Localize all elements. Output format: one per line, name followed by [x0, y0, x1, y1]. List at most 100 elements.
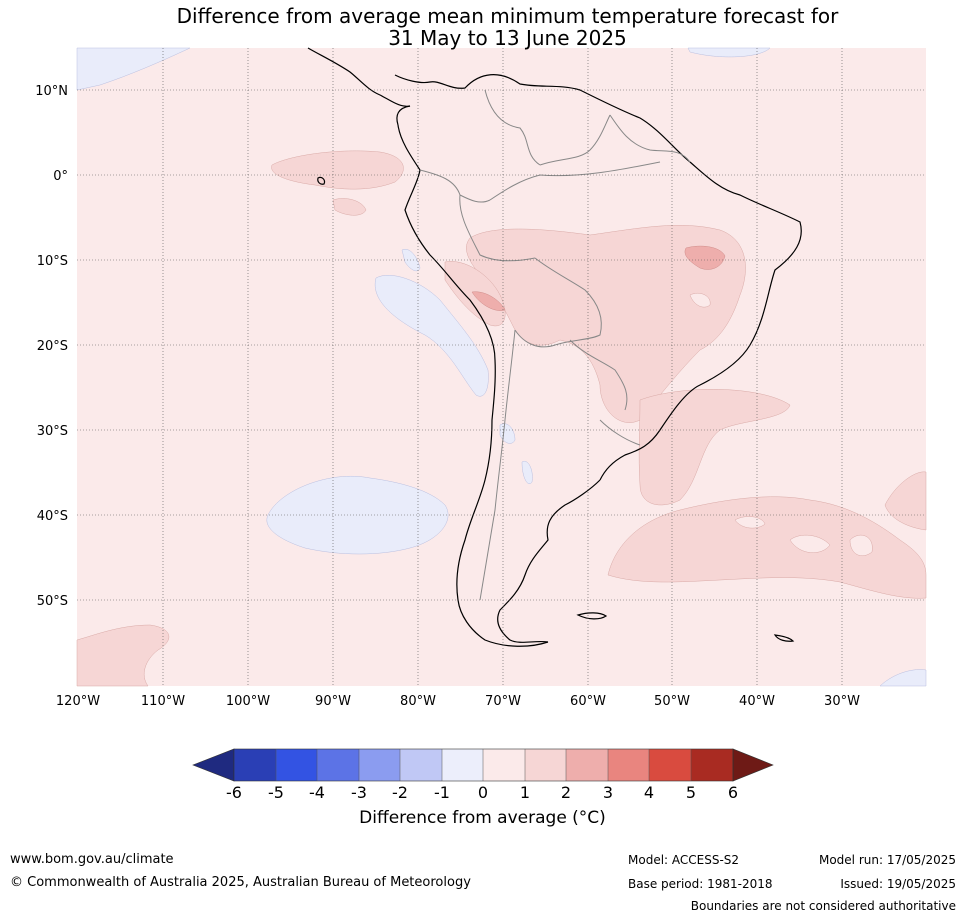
strong-warm-areas — [471, 245, 726, 311]
model-name: Model: ACCESS-S2 — [628, 853, 740, 867]
coastline-falklands — [576, 612, 608, 620]
colorbar-tick: -2 — [392, 783, 408, 802]
lat-label: 10°S — [37, 254, 68, 269]
colorbar-cell — [691, 749, 733, 781]
colorbar-cell — [400, 749, 442, 781]
coastline-south-georgia — [773, 634, 795, 642]
colorbar-cell — [566, 749, 608, 781]
warm-area-far-south-atlantic — [607, 496, 927, 599]
lat-label: 0° — [53, 169, 68, 184]
colorbar-tick: 2 — [561, 783, 571, 802]
country-borders — [419, 89, 691, 601]
colorbar-tick: 3 — [603, 783, 613, 802]
warm-area-south-atlantic — [638, 389, 791, 506]
map-background — [77, 48, 926, 686]
warm-area-holes — [689, 292, 873, 556]
border-bolivia — [514, 257, 602, 348]
colorbar-tick: 5 — [686, 783, 696, 802]
colorbar-tick: -6 — [226, 783, 242, 802]
boundaries-disclaimer: Boundaries are not considered authoritat… — [690, 899, 956, 913]
lon-label: 70°W — [485, 694, 521, 709]
border-brazil-north — [489, 161, 661, 201]
latitude-labels: 10°N 0° 10°S 20°S 30°S 40°S 50°S — [35, 84, 68, 609]
cool-area-northwest — [76, 47, 191, 91]
issued-date: Issued: 19/05/2025 — [840, 877, 956, 891]
map-title-line2: 31 May to 13 June 2025 — [388, 26, 627, 50]
colorbar-tick: 0 — [478, 783, 488, 802]
warm-anomaly-areas — [76, 150, 927, 687]
copyright-text: © Commonwealth of Australia 2025, Austra… — [10, 875, 471, 890]
lat-label: 50°S — [37, 594, 68, 609]
colorbar-tick: -5 — [268, 783, 284, 802]
gridlines — [77, 48, 926, 686]
model-run-date: Model run: 17/05/2025 — [818, 853, 956, 867]
coastline-atlantic — [599, 161, 802, 481]
lon-label: 30°W — [824, 694, 860, 709]
warm-area-southwest — [76, 624, 169, 687]
cool-area-southeast-pacific — [266, 475, 449, 555]
hole-brazil-east — [689, 292, 711, 308]
strong-warm-area-bolivia — [471, 291, 506, 311]
colorbar-tick: -4 — [309, 783, 325, 802]
colorbar-cell — [483, 749, 525, 781]
colorbar-tick: 6 — [728, 783, 738, 802]
website-link[interactable]: www.bom.gov.au/climate — [10, 852, 174, 867]
border-colombia-venezuela — [484, 89, 541, 166]
colorbar-cell — [276, 749, 317, 781]
hole-south-atlantic-c — [849, 534, 873, 556]
cool-area-southeast-corner — [879, 669, 927, 687]
colorbar-low-arrow — [192, 748, 235, 782]
colorbar-tick: -3 — [351, 783, 367, 802]
cool-area-north-atlantic — [687, 47, 771, 58]
border-peru-brazil — [459, 194, 536, 262]
cool-area-peru-coast — [374, 274, 489, 397]
lon-label: 40°W — [739, 694, 775, 709]
border-venezuela-guyana — [539, 114, 611, 166]
base-period: Base period: 1981-2018 — [628, 877, 773, 891]
lon-label: 120°W — [56, 694, 100, 709]
coastline-argentina — [497, 479, 601, 643]
colorbar-cell — [317, 749, 359, 781]
colorbar-cell — [525, 749, 566, 781]
lon-label: 90°W — [315, 694, 351, 709]
warm-area-brazil — [466, 225, 746, 423]
colorbar-tick: -1 — [434, 783, 450, 802]
warm-area-galapagos — [271, 150, 404, 190]
colorbar-high-arrow — [732, 748, 774, 782]
border-chile-argentina — [479, 329, 516, 601]
hole-south-atlantic-a — [734, 516, 766, 529]
border-uruguay — [599, 419, 641, 446]
lat-label: 20°S — [37, 339, 68, 354]
lon-label: 110°W — [141, 694, 185, 709]
colorbar: -6 -5 -4 -3 -2 -1 0 1 2 3 4 5 6 — [192, 748, 774, 802]
coastline-galapagos — [317, 176, 326, 185]
coastlines — [307, 47, 802, 647]
colorbar-outline — [233, 748, 734, 782]
lat-label: 30°S — [37, 424, 68, 439]
colorbar-cell — [649, 749, 691, 781]
longitude-labels: 120°W 110°W 100°W 90°W 80°W 70°W 60°W 50… — [56, 694, 860, 709]
cool-anomaly-areas — [76, 47, 927, 687]
lon-label: 100°W — [226, 694, 270, 709]
colorbar-tick: 1 — [520, 783, 530, 802]
hole-south-atlantic-b — [789, 534, 831, 553]
coastline-isthmus — [396, 105, 411, 126]
strong-warm-area-brazil — [684, 245, 726, 270]
lon-label: 60°W — [570, 694, 606, 709]
colorbar-tick-labels: -6 -5 -4 -3 -2 -1 0 1 2 3 4 5 6 — [226, 783, 738, 802]
colorbar-cell — [359, 749, 400, 781]
lat-label: 40°S — [37, 509, 68, 524]
colorbar-cell — [234, 749, 276, 781]
map-title-line1: Difference from average mean minimum tem… — [176, 4, 839, 28]
colorbar-label: Difference from average (°C) — [359, 808, 606, 828]
cool-area-argentina — [521, 460, 533, 484]
lon-label: 50°W — [654, 694, 690, 709]
coastline-pacific — [397, 124, 549, 647]
lat-label: 10°N — [35, 84, 68, 99]
border-guianas — [609, 114, 691, 163]
colorbar-tick: 4 — [644, 783, 654, 802]
warm-area-east-edge — [884, 471, 927, 531]
colorbar-cell — [442, 749, 483, 781]
lon-label: 80°W — [400, 694, 436, 709]
